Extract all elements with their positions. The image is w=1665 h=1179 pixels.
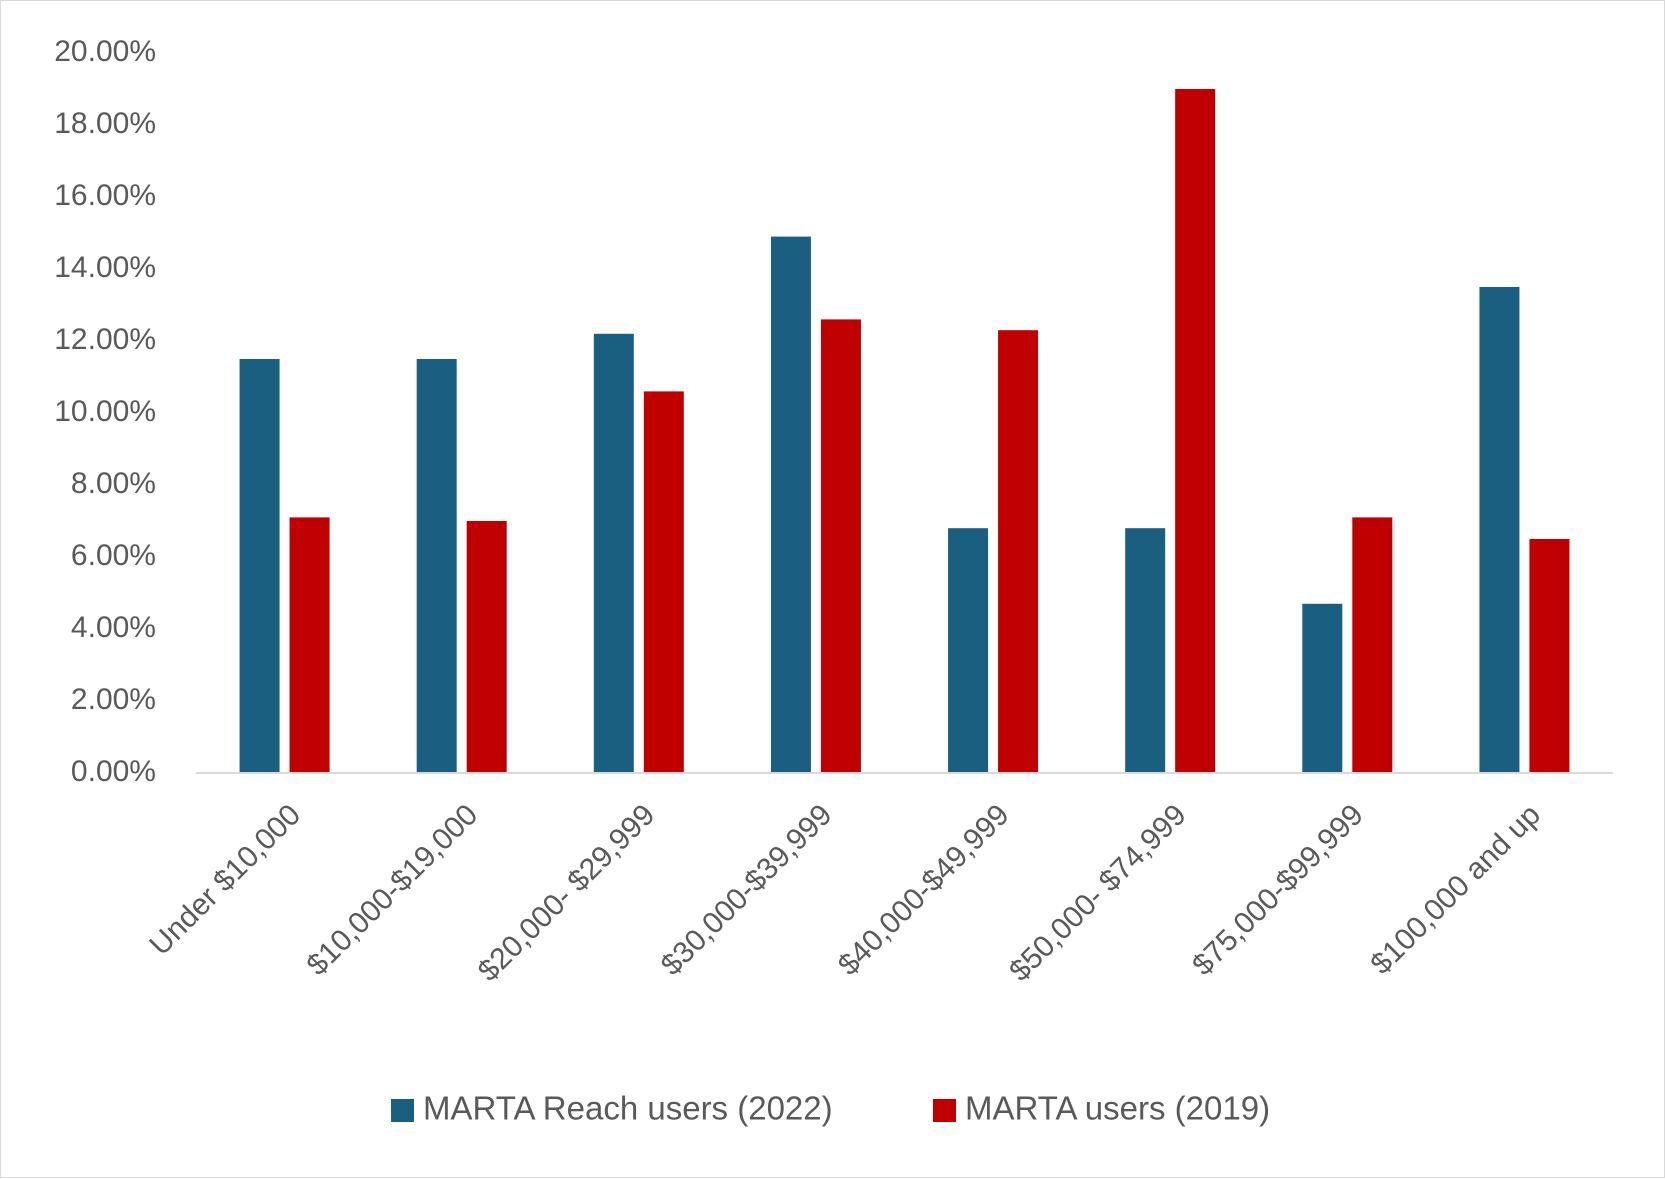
bar-series-2-2 [466, 521, 507, 773]
bar-series-1-2 [416, 359, 457, 773]
y-tick-label: 0.00% [71, 755, 156, 788]
bar-series-1-5 [948, 528, 989, 773]
legend-label-2: MARTA users (2019) [965, 1090, 1270, 1127]
bar-series-1-4 [770, 236, 811, 774]
x-tick-label: $20,000- $29,999 [472, 798, 662, 988]
y-tick-label: 4.00% [71, 611, 156, 644]
bar-series-1-8 [1479, 287, 1520, 773]
bar-series-1-3 [593, 333, 634, 773]
bar-series-2-1 [289, 517, 330, 773]
x-tick-label: $10,000-$19,000 [300, 798, 484, 982]
bar-series-1-6 [1125, 528, 1166, 773]
bar-series-2-8 [1529, 539, 1570, 773]
bar-series-2-7 [1352, 517, 1393, 773]
y-tick-label: 18.00% [54, 107, 156, 140]
bar-series-2-4 [820, 319, 861, 773]
y-tick-label: 2.00% [71, 683, 156, 716]
y-tick-label: 20.00% [54, 35, 156, 68]
bars [239, 89, 1570, 774]
legend-swatch-2 [933, 1099, 956, 1122]
x-tick-label: $100,000 and up [1364, 798, 1547, 981]
bar-series-2-5 [998, 330, 1039, 773]
bar-series-1-7 [1302, 603, 1343, 773]
bar-series-1-1 [239, 359, 280, 773]
legend-swatch-1 [391, 1099, 414, 1122]
bar-series-2-6 [1175, 89, 1216, 773]
y-tick-label: 6.00% [71, 539, 156, 572]
x-tick-label: Under $10,000 [143, 798, 307, 962]
bar-series-2-3 [643, 391, 684, 773]
x-tick-label: $30,000-$39,999 [655, 798, 839, 982]
y-tick-label: 16.00% [54, 179, 156, 212]
category-labels: Under $10,000$10,000-$19,000$20,000- $29… [143, 798, 1547, 988]
x-tick-label: $40,000-$49,999 [832, 798, 1016, 982]
x-tick-label: $50,000- $74,999 [1003, 798, 1193, 988]
y-tick-label: 10.00% [54, 395, 156, 428]
legend: MARTA Reach users (2022) MARTA users (201… [391, 1090, 1270, 1127]
x-tick-label: $75,000-$99,999 [1186, 798, 1370, 982]
y-tick-label: 14.00% [54, 251, 156, 284]
legend-label-1: MARTA Reach users (2022) [423, 1090, 833, 1127]
y-axis-ticks: 0.00% 2.00% 4.00% 6.00% 8.00% 10.00% 12.00% 14.… [54, 35, 156, 788]
y-tick-label: 12.00% [54, 323, 156, 356]
y-tick-label: 8.00% [71, 467, 156, 500]
